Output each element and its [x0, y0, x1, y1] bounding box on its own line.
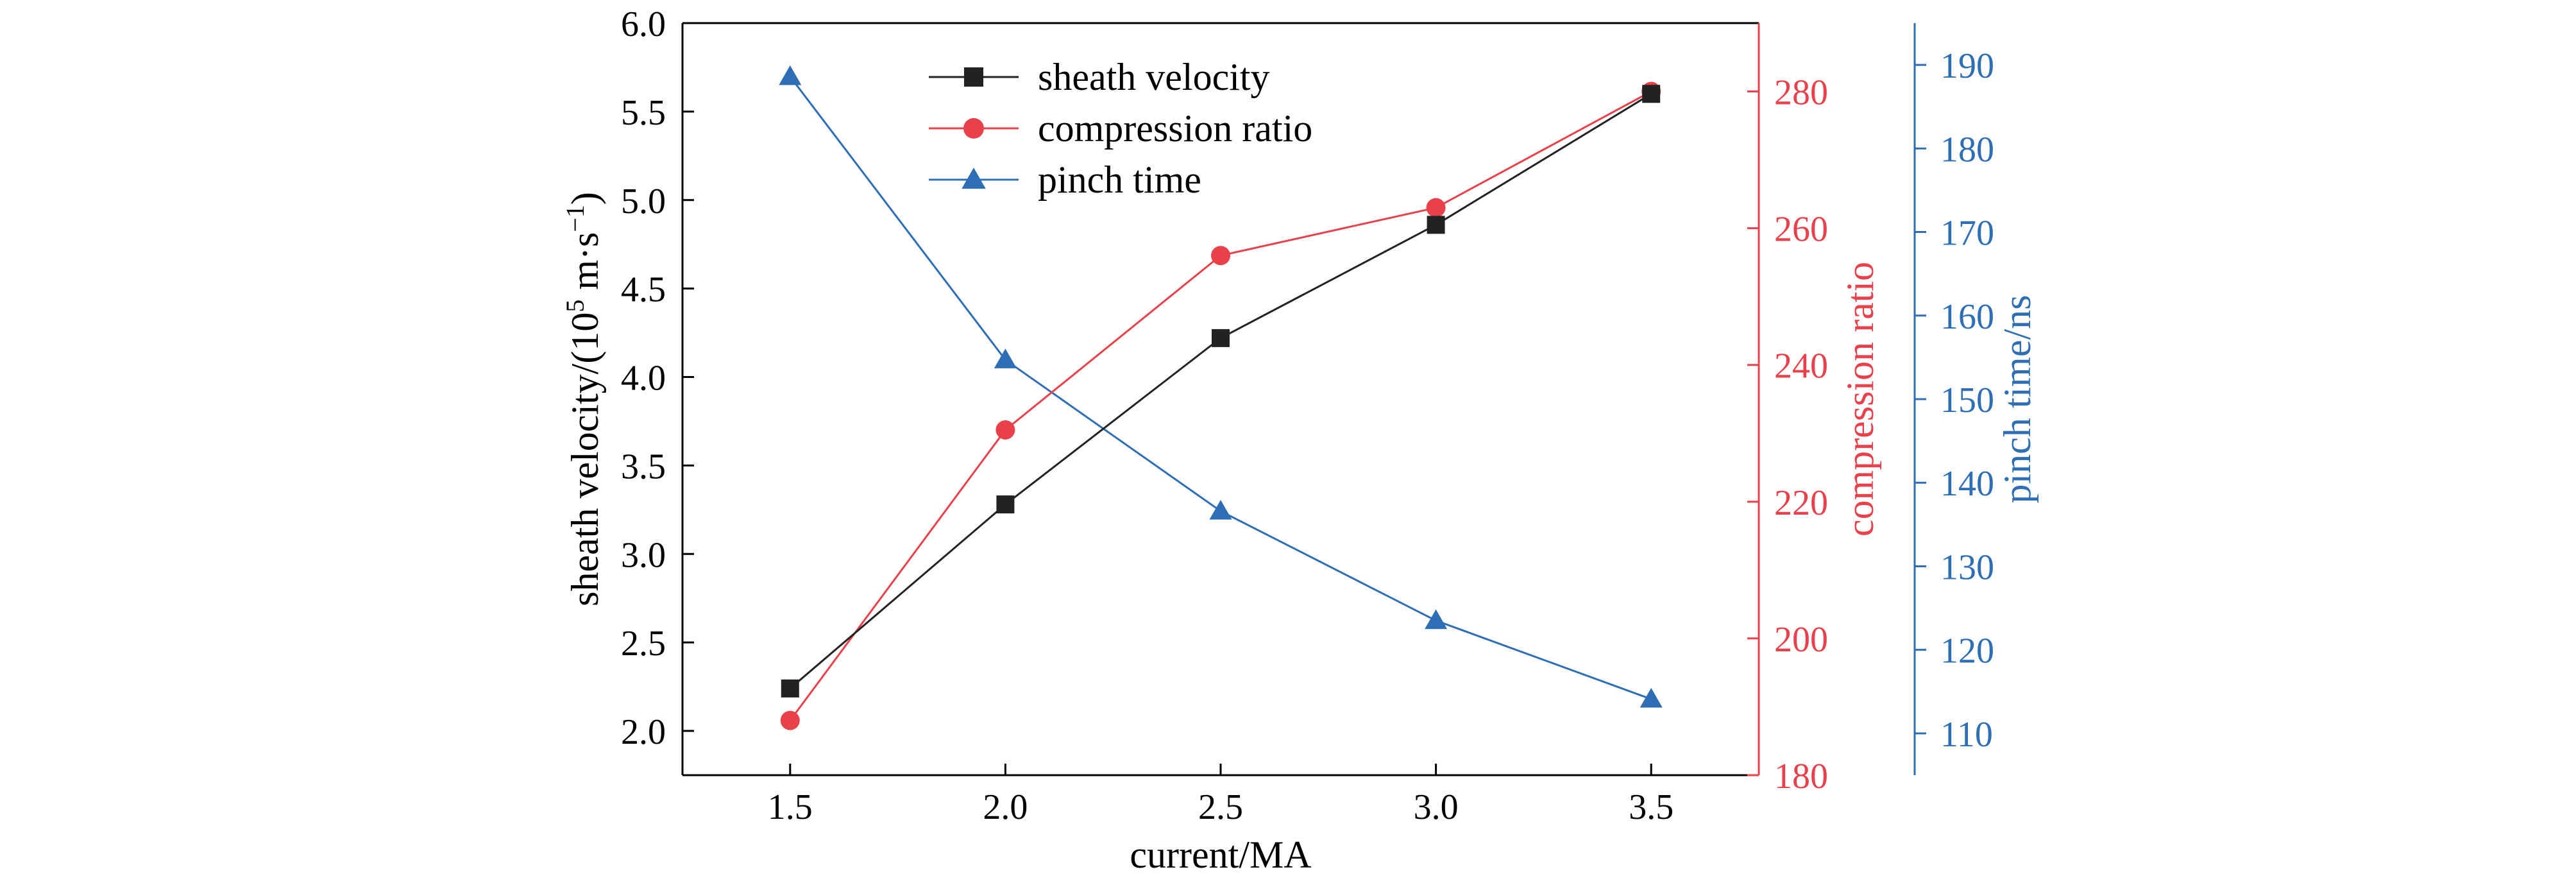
pinch-time-tick-label: 180 — [1940, 130, 1994, 169]
left-axis-title-part: ) — [564, 192, 606, 205]
left-tick-label: 2.5 — [621, 624, 666, 664]
left-tick-label: 4.5 — [621, 270, 666, 310]
compression-axis-title: compression ratio — [1839, 262, 1881, 536]
compression-ratio-point — [780, 710, 800, 730]
x-tick-label: 2.5 — [1198, 787, 1243, 827]
series-layer — [779, 65, 1663, 730]
legend-label-sheath-velocity: sheath velocity — [1038, 56, 1270, 98]
legend: sheath velocity compression ratio pinch ti… — [929, 56, 1312, 201]
compression-tick-label: 200 — [1774, 620, 1828, 660]
pinch-time-tick-label: 120 — [1940, 631, 1994, 671]
legend-item-sheath-velocity: sheath velocity — [929, 56, 1270, 98]
compression-ratio-point — [1426, 198, 1446, 218]
left-tick-label: 5.5 — [621, 93, 666, 133]
pinch-time-tick-label: 150 — [1940, 381, 1994, 420]
pinch-time-point — [994, 348, 1017, 368]
compression-tick-label: 240 — [1774, 347, 1828, 386]
sheath-velocity-line — [789, 93, 1652, 690]
legend-marker-sheath-velocity — [964, 67, 983, 87]
legend-label-pinch-time: pinch time — [1038, 159, 1201, 201]
left-tick-label: 5.0 — [621, 182, 666, 221]
pinch-time-tick-label: 190 — [1940, 46, 1994, 86]
left-tick-label: 3.0 — [621, 535, 666, 575]
series-sheath-velocity — [781, 85, 1661, 698]
pinch-time-point — [779, 65, 802, 85]
left-axis-title-superscript: −1 — [561, 205, 589, 232]
left-tick-label: 3.5 — [621, 447, 666, 486]
x-axis: 1.5 2.0 2.5 3.0 3.5 current/MA — [768, 764, 1674, 874]
sheath-velocity-point — [1212, 329, 1230, 347]
pinch-time-tick-label: 130 — [1940, 547, 1994, 587]
pinch-time-tick-label: 170 — [1940, 214, 1994, 253]
compression-tick-label: 280 — [1774, 73, 1828, 113]
left-axis-title: sheath velocity/(105 m·s−1) — [561, 192, 607, 606]
left-tick-label: 6.0 — [621, 4, 666, 44]
series-pinch-time — [779, 65, 1663, 708]
sheath-velocity-point — [1427, 216, 1445, 234]
legend-marker-pinch-time — [962, 167, 986, 189]
y-axis-pinch-time: 110 120 130 140 150 160 170 180 190 pinch time/ns — [1915, 46, 2038, 755]
pinch-time-point — [1640, 687, 1663, 708]
left-tick-label: 2.0 — [621, 712, 666, 752]
sheath-velocity-point — [996, 495, 1015, 514]
pinch-time-tick-label: 110 — [1940, 715, 1993, 755]
compression-tick-label: 260 — [1774, 210, 1828, 250]
pinch-time-tick-label: 140 — [1940, 464, 1994, 504]
sheath-velocity-point — [1642, 85, 1661, 103]
y-axis-compression-ratio: 180 200 220 240 260 280 compression ratio — [1747, 73, 1881, 796]
x-tick-label: 3.0 — [1414, 787, 1459, 827]
legend-item-compression-ratio: compression ratio — [929, 107, 1312, 150]
pinch-time-tick-label: 160 — [1940, 297, 1994, 337]
x-tick-label: 2.0 — [983, 787, 1028, 827]
pinch-time-line — [789, 76, 1652, 700]
pinch-time-axis-title: pinch time/ns — [1996, 295, 2038, 504]
legend-label-compression-ratio: compression ratio — [1038, 107, 1312, 150]
y-axis-sheath-velocity: 2.0 2.5 3.0 3.5 4.0 4.5 5.0 5.5 6.0 sheath veloci… — [561, 4, 694, 752]
pinch-time-point — [1425, 609, 1448, 630]
legend-item-pinch-time: pinch time — [929, 159, 1201, 201]
compression-tick-label: 220 — [1774, 483, 1828, 523]
compression-ratio-line — [789, 90, 1652, 721]
compression-ratio-point — [996, 420, 1015, 440]
left-tick-label: 4.0 — [621, 359, 666, 398]
pinch-time-point — [1209, 499, 1232, 520]
series-compression-ratio — [780, 81, 1661, 730]
left-axis-title-part: m·s — [564, 232, 606, 300]
left-axis-title-part: sheath velocity/(10 — [564, 313, 606, 606]
compression-tick-label: 180 — [1774, 757, 1828, 796]
x-axis-title: current/MA — [1130, 834, 1311, 874]
legend-marker-compression-ratio — [963, 118, 984, 139]
left-axis-title-superscript: 5 — [561, 300, 589, 313]
sheath-velocity-point — [781, 679, 799, 698]
x-tick-label: 1.5 — [768, 787, 813, 827]
compression-ratio-point — [1211, 246, 1230, 266]
x-tick-label: 3.5 — [1629, 787, 1674, 827]
